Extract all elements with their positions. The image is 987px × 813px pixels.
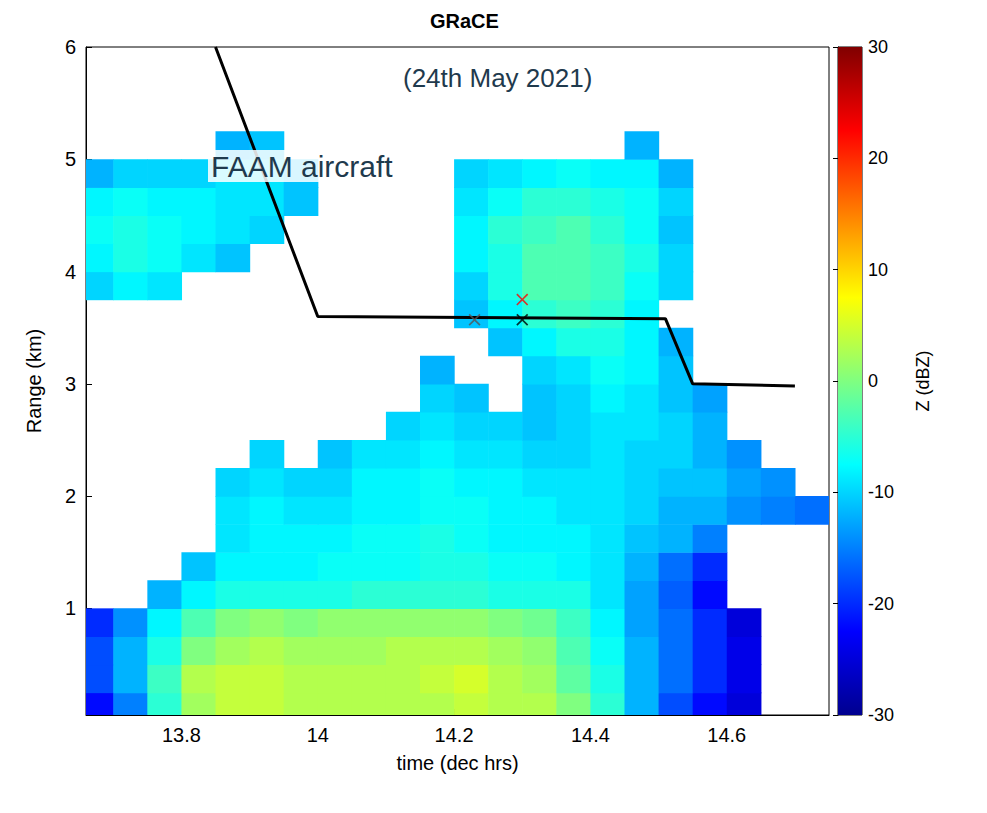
svg-text:-20: -20 xyxy=(868,594,894,614)
svg-text:1: 1 xyxy=(65,597,76,619)
svg-text:2: 2 xyxy=(65,485,76,507)
svg-text:0: 0 xyxy=(868,371,878,391)
svg-text:4: 4 xyxy=(65,261,76,283)
svg-text:time (dec hrs): time (dec hrs) xyxy=(396,752,518,774)
svg-text:3: 3 xyxy=(65,373,76,395)
svg-text:Range (km): Range (km) xyxy=(23,329,45,433)
svg-text:10: 10 xyxy=(868,260,888,280)
svg-text:14.6: 14.6 xyxy=(707,724,746,746)
svg-text:14.2: 14.2 xyxy=(435,724,474,746)
svg-text:FAAM aircraft: FAAM aircraft xyxy=(211,150,393,183)
svg-text:-30: -30 xyxy=(868,705,894,725)
svg-text:14: 14 xyxy=(307,724,329,746)
svg-text:(24th May 2021): (24th May 2021) xyxy=(403,63,592,93)
svg-text:13.8: 13.8 xyxy=(162,724,201,746)
svg-text:20: 20 xyxy=(868,148,888,168)
svg-text:GRaCE: GRaCE xyxy=(430,10,499,32)
svg-text:14.4: 14.4 xyxy=(571,724,610,746)
svg-text:-10: -10 xyxy=(868,482,894,502)
svg-text:Z (dBZ): Z (dBZ) xyxy=(913,351,933,412)
svg-text:30: 30 xyxy=(868,37,888,57)
svg-text:5: 5 xyxy=(65,148,76,170)
svg-text:6: 6 xyxy=(65,36,76,58)
